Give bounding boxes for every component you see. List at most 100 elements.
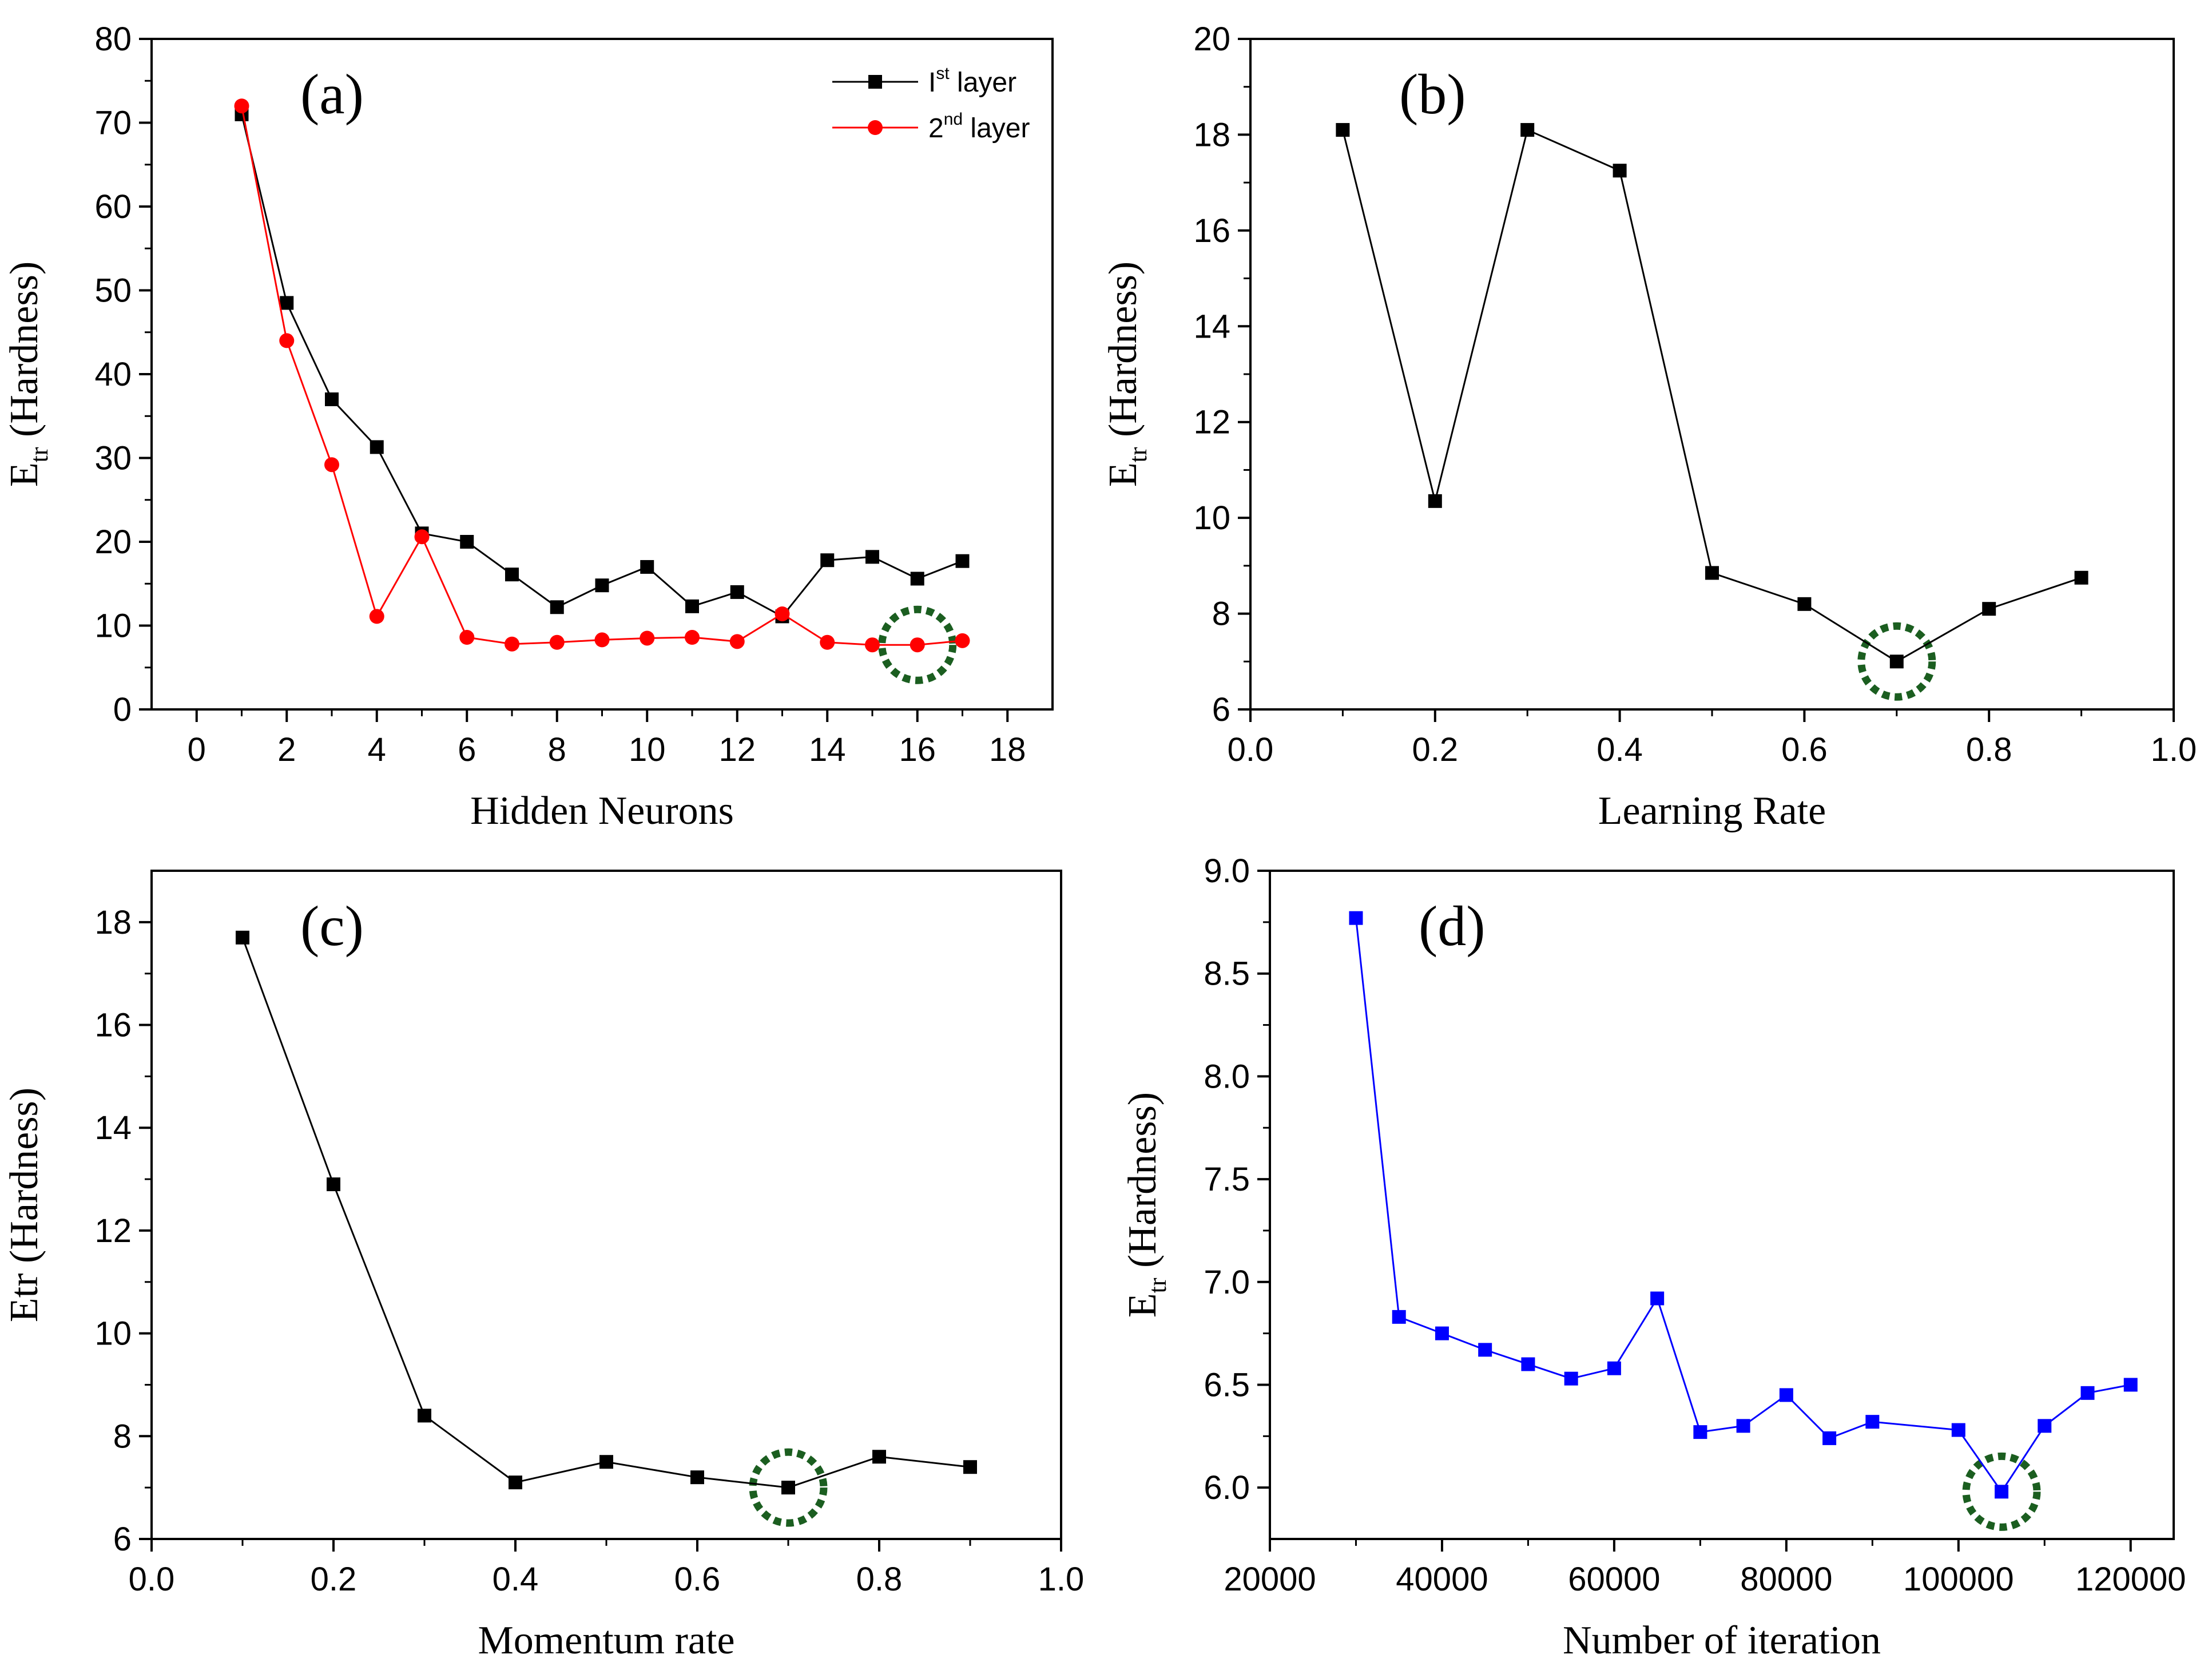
x-tick-label: 0.2 [1412,731,1458,768]
plot-frame [1269,870,2175,1540]
data-point [2038,1419,2052,1433]
x-tick-label: 6 [458,731,476,768]
data-point [595,578,609,593]
series-line [241,114,963,618]
y-axis-title-sub: tr [1124,447,1152,462]
data-point [963,1460,977,1474]
data-point [1995,1485,2009,1499]
legend-label-sup: st [936,64,950,83]
x-tick-label: 12 [718,731,756,768]
highlight-circle [749,1448,828,1527]
x-tick-label: 10 [629,731,666,768]
y-tick-label: 8.0 [1204,1058,1250,1095]
data-point [1889,654,1904,669]
y-axis-title-main: E [1121,1293,1165,1318]
data-point [640,560,654,574]
data-point [1736,1419,1750,1433]
x-tick-label: 14 [809,731,846,768]
x-tick-label: 18 [989,731,1026,768]
x-tick-label: 0.4 [1597,731,1643,768]
data-point [685,630,700,645]
y-tick-label: 6.5 [1204,1366,1250,1403]
y-tick-label: 7.5 [1204,1161,1250,1198]
y-tick-label: 12 [1193,404,1230,441]
x-tick-label: 0.8 [1966,731,2012,768]
data-point [1435,1326,1449,1340]
legend-marker [868,75,882,89]
y-tick-label: 10 [1193,499,1230,537]
x-tick-label: 0 [188,731,206,768]
x-tick-label: 0.0 [129,1561,175,1598]
panel-b: 0.0 0.2 0.4 0.6 0.8 1.0 6 8 10 12 14 16 18 20 Learning… [1101,21,2197,833]
data-point [460,535,474,549]
y-axis-title-rest: (Hardness) [2,1088,46,1274]
data-point [2080,1386,2095,1400]
panel-label: (c) [300,894,364,958]
data-point [370,440,384,454]
legend-marker [868,120,883,135]
x-axis-title: Momentum rate [478,1619,734,1663]
y-tick-label: 8.5 [1204,955,1250,993]
y-tick-label: 60 [94,188,132,225]
data-point [781,1481,795,1495]
data-point [685,599,699,613]
legend-label-base: 2 [928,113,944,144]
highlight-circle [878,605,957,684]
x-axis-title: Number of iteration [1563,1619,1881,1663]
x-tick-label: 4 [368,731,386,768]
y-axis-title-rest: (Hardness) [1121,1092,1165,1278]
data-point [729,634,745,649]
data-point [236,930,249,945]
legend-label-base: I [928,68,936,98]
data-point [1951,1423,1965,1437]
data-point [1705,566,1719,580]
data-point [550,600,564,614]
highlight-circle [1857,622,1936,701]
x-tick-label: 0.6 [1781,731,1828,768]
data-point [414,529,430,545]
panel-label: (a) [300,62,364,126]
y-axis-title-rest: (Hardness) [1101,261,1145,447]
data-point [324,457,339,473]
panel-d: 20000 40000 60000 80000 100000 120000 6.0 6.5 7.… [1121,852,2186,1663]
y-tick-label: 9.0 [1204,852,1250,890]
series-line [241,937,971,1489]
data-point [459,630,475,645]
panel-label: (d) [1419,894,1486,958]
data-point [872,1450,886,1464]
data-point [1349,911,1363,925]
x-tick-label: 0.4 [493,1561,539,1598]
y-tick-label: 50 [94,272,132,310]
y-tick-label: 6 [113,1521,132,1558]
data-point [1392,1310,1406,1324]
data-point [1607,1361,1621,1375]
y-tick-label: 80 [94,21,132,58]
data-point [1779,1388,1793,1402]
data-point [910,637,925,653]
data-point [1650,1291,1665,1306]
legend-label: Ist layer [928,64,1016,98]
legend-label-rest: layer [963,113,1030,144]
x-tick-label: 20000 [1224,1561,1316,1598]
legend-label: 2nd layer [928,110,1030,144]
data-point [775,606,790,621]
panel-c: 0.0 0.2 0.4 0.6 0.8 1.0 6 8 10 12 14 16 18 Momentum r… [2,870,1084,1663]
data-point [1865,1415,1880,1429]
x-tick-label: 0.2 [311,1561,357,1598]
y-axis-title: Etr (Hardness) [1121,1092,1171,1318]
y-tick-label: 16 [94,1007,132,1044]
data-point [1982,602,1996,616]
y-axis-title-rest: (Hardness) [2,261,46,447]
y-axis-title-main: E [2,462,46,487]
data-point [1822,1431,1837,1445]
x-axis-title: Hidden Neurons [470,789,734,833]
y-tick-label: 16 [1193,212,1230,249]
panel-label: (b) [1399,62,1466,126]
data-point [325,392,339,406]
x-tick-label: 0.0 [1228,731,1274,768]
y-tick-label: 14 [94,1109,132,1147]
x-tick-label: 40000 [1396,1561,1488,1598]
y-tick-label: 10 [94,608,132,645]
data-point [369,609,384,624]
data-point [820,553,835,568]
